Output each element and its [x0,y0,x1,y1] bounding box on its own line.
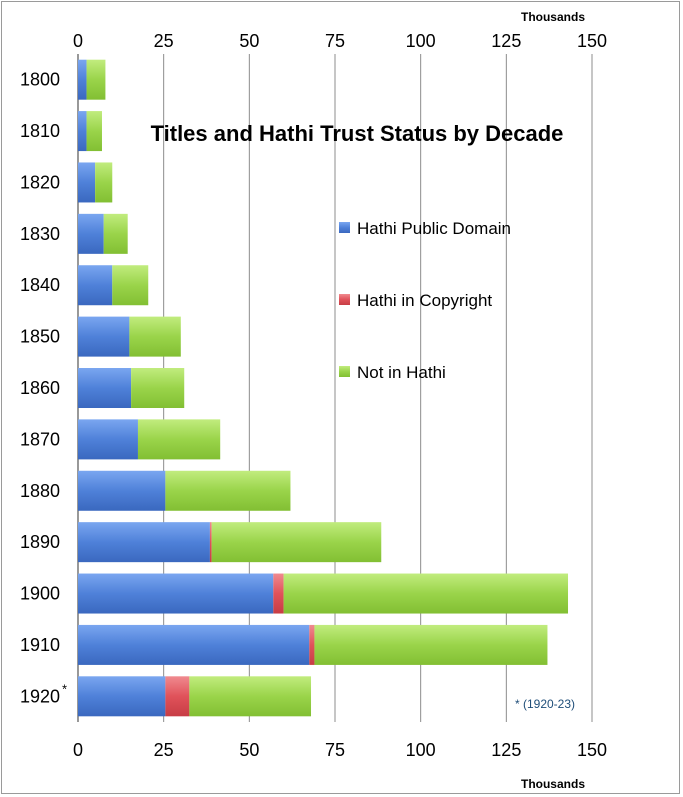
category-label-1840: 1840 [20,275,60,295]
top-axis-unit-label: Thousands [521,10,585,24]
legend-swatch-2 [339,366,350,377]
bar-1830-seg-2 [103,213,128,254]
category-label-1850: 1850 [20,327,60,347]
footnote-annotation: * (1920-23) [515,697,575,711]
legend-label-2: Not in Hathi [357,363,446,382]
legend-label-1: Hathi in Copyright [357,291,492,310]
bar-1910-seg-2 [314,624,548,665]
bar-1910-seg-0 [78,624,310,665]
bar-1890-seg-0 [78,522,210,563]
top-tick-label: 150 [577,31,607,51]
bar-1890-seg-2 [211,522,382,563]
category-label-1870: 1870 [20,429,60,449]
bottom-tick-label: 0 [73,740,83,760]
category-label-1810: 1810 [20,121,60,141]
bottom-tick-label: 150 [577,740,607,760]
bar-1840-seg-0 [78,265,113,306]
category-label-1910: 1910 [20,635,60,655]
bottom-tick-label: 125 [491,740,521,760]
legend-swatch-0 [339,222,350,233]
bottom-tick-label: 75 [325,740,345,760]
legend-label-0: Hathi Public Domain [357,219,511,238]
bar-1900-seg-2 [283,573,569,614]
bar-1880-seg-2 [165,470,291,511]
category-footnote-mark: * [62,681,67,696]
bar-1840-seg-2 [112,265,149,306]
legend-swatch-1 [339,294,350,305]
bottom-axis-unit-label: Thousands [521,777,585,791]
bottom-tick-label: 25 [154,740,174,760]
bar-1870-seg-2 [137,419,221,460]
bar-1880-seg-0 [78,470,166,511]
category-label-1880: 1880 [20,481,60,501]
bottom-tick-label: 100 [406,740,436,760]
category-label-1820: 1820 [20,172,60,192]
bar-1920-seg-1 [165,676,190,717]
chart-title: Titles and Hathi Trust Status by Decade [151,121,564,146]
bar-1820-seg-0 [78,162,96,203]
labels: Thousands Thousands Titles and Hathi Tru… [20,10,607,791]
category-label-1800: 1800 [20,70,60,90]
top-tick-label: 125 [491,31,521,51]
bars [78,59,569,717]
bar-1910-seg-1 [309,624,315,665]
top-tick-label: 50 [239,31,259,51]
bar-1830-seg-0 [78,213,104,254]
bar-1890-seg-1 [209,522,212,563]
bottom-tick-label: 50 [239,740,259,760]
bar-1920-seg-0 [78,676,166,717]
bar-1900-seg-1 [273,573,284,614]
category-label-1890: 1890 [20,532,60,552]
category-label-1900: 1900 [20,584,60,604]
category-label-1920: 1920 [20,686,60,706]
top-tick-label: 25 [154,31,174,51]
bar-1810-seg-0 [78,111,87,152]
category-label-1860: 1860 [20,378,60,398]
bar-1820-seg-2 [95,162,113,203]
bar-1850-seg-0 [78,316,130,357]
top-tick-label: 75 [325,31,345,51]
bar-1860-seg-2 [131,368,185,408]
bar-1860-seg-0 [78,368,132,408]
bar-1870-seg-0 [78,419,138,460]
legend: Hathi Public Domain Hathi in Copyright Not… [339,219,511,382]
top-tick-label: 100 [406,31,436,51]
bar-1850-seg-2 [129,316,181,357]
bar-1800-seg-0 [78,59,87,100]
bar-1920-seg-2 [189,676,312,717]
top-tick-label: 0 [73,31,83,51]
bar-1800-seg-2 [86,59,106,100]
category-label-1830: 1830 [20,224,60,244]
bar-1900-seg-0 [78,573,274,614]
bar-1810-seg-2 [86,111,102,152]
